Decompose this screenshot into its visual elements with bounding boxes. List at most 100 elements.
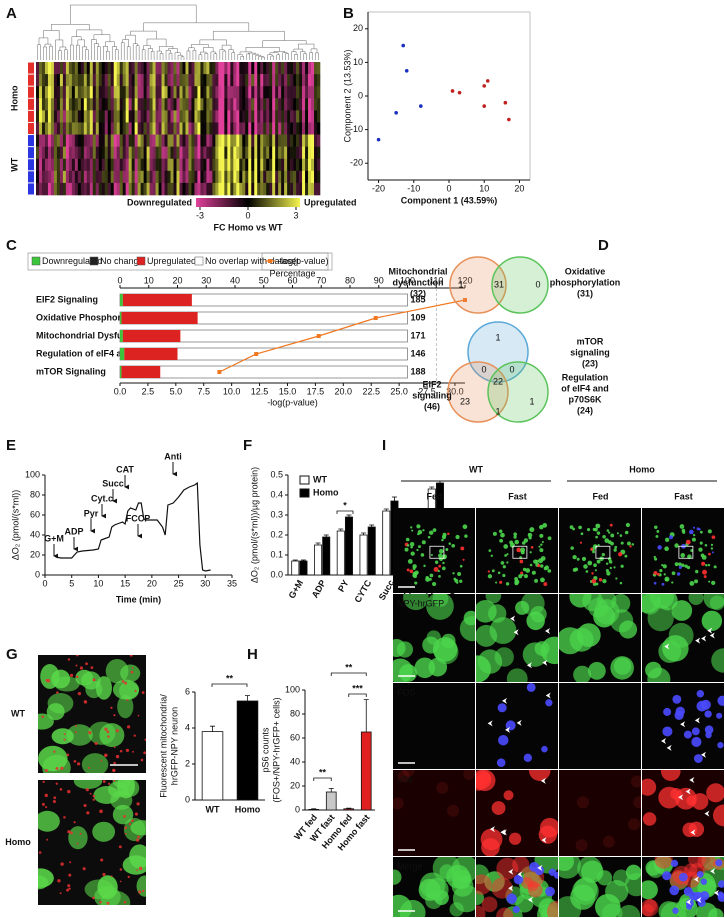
cell-soma [611,594,631,613]
heatmap-cell [200,98,204,111]
panel-letter: B [343,5,354,22]
micrograph-cell [642,508,724,593]
heatmap-cell [254,134,258,147]
heatmap-cell [161,158,165,172]
y-tick-label: 0 [185,794,190,804]
annotation: Succ [102,478,124,488]
heatmap-cell [287,74,291,87]
heatmap-cell [107,86,112,99]
heatmap-cell [146,98,150,111]
cell-ps6 [447,804,460,817]
dendrogram [310,48,318,53]
heatmap-cell [293,182,297,196]
image-mito [52,799,56,804]
cell-dot [529,551,532,554]
cell-soma [688,594,704,606]
heatmap-cell [242,146,246,160]
legend-swatch [136,256,146,266]
image-mito [60,766,64,770]
image-soma [66,724,93,746]
x-tick-label: 0 [42,578,47,588]
heatmap-cell [50,146,55,160]
cell-soma [559,857,581,879]
image-mito [115,729,119,733]
cell-arrowhead [505,726,511,733]
image-mito [79,666,84,670]
heatmap-cell [185,122,189,135]
heatmap-cell [92,134,97,147]
heatmap-cell [194,134,198,147]
heatmap-cell [251,146,255,160]
dendrogram [180,56,185,60]
heatmap-cell [140,158,144,172]
heatmap-cell [122,110,126,123]
heatmap-cell [302,86,306,99]
heatmap-cell [317,110,321,123]
heatmap-cell [182,122,186,135]
heatmap-cell [71,86,76,99]
cell-dot [542,522,548,528]
cell-ps6 [528,770,551,781]
heatmap-cell [233,86,237,99]
heatmap-cell [230,170,234,184]
group-header: WT [469,464,483,474]
heatmap-cell [119,62,123,75]
heatmap-cell [239,122,243,135]
image-mito [130,670,134,674]
bar [299,560,308,576]
heatmap-cell [230,62,234,75]
heatmap-cell [206,158,210,172]
group-header: Homo [629,464,655,474]
heatmap-cell [260,170,264,184]
cell-dot [429,578,432,581]
heatmap-cell [41,62,46,75]
heatmap-cell [83,74,88,87]
cell-fos [678,872,688,882]
heatmap-cell [167,98,171,111]
colorbar-low-label: Downregulated [127,197,192,207]
heatmap-cell [281,122,285,135]
heatmap-cell [62,110,67,123]
heatmap-cell [155,74,159,87]
heatmap-cell [272,110,276,123]
heatmap-cell [59,98,64,111]
image-soma [84,879,114,900]
cell-fos [662,726,673,737]
cell-dot [625,522,631,528]
cell-soma [559,896,582,917]
cell-dot [448,542,451,545]
heatmap-cell [293,62,297,75]
heatmap-cell [89,110,94,123]
cell-dot [428,530,434,535]
heatmap-cell [92,182,97,196]
heatmap-cell [92,74,97,87]
heatmap-cell [128,122,132,135]
heatmap-cell [203,158,207,172]
heatmap-cell [290,62,294,75]
cell-arrowhead [500,829,506,836]
heatmap-cell [296,170,300,184]
heatmap-cell [179,98,183,111]
heatmap-cell [194,110,198,123]
cell-arrowhead [661,738,667,745]
heatmap-cell [158,170,162,184]
heatmap-cell [101,158,106,172]
annotation: Anti [164,451,182,461]
cell-dot [585,570,589,573]
heatmap-cell [269,122,273,135]
heatmap-cell [185,146,189,160]
x2-tick-label: 5.0 [170,386,183,396]
bar [343,808,355,811]
heatmap-cell [176,98,180,111]
cell-dot [539,524,544,530]
cell-dot [538,545,541,548]
heatmap-cell [209,62,213,75]
heatmap-cell [158,86,162,99]
cell-ps6 [642,812,657,826]
dendrogram [43,46,47,60]
cell-dot [710,547,714,550]
heatmap-cell [65,122,70,135]
cell-dot [447,532,450,536]
cell-arrowhead [690,829,696,836]
cell-arrowhead [685,788,691,795]
